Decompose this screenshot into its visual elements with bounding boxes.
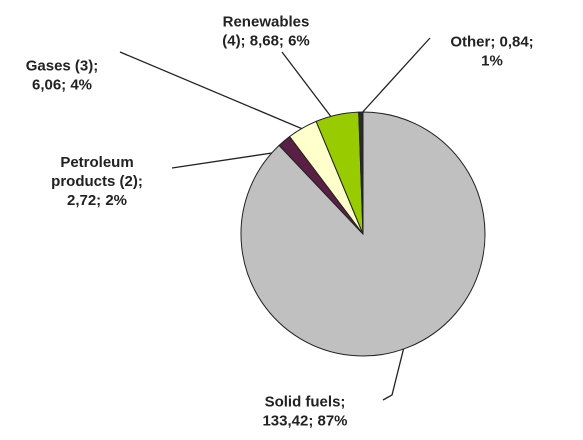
leader-line: [119, 51, 306, 131]
data-label: Renewables (4); 8,68; 6%: [222, 13, 310, 49]
data-label: Solid fuels; 133,42; 87%: [262, 393, 348, 429]
leader-line: [382, 342, 406, 401]
leader-line: [359, 37, 431, 116]
leader-line: [281, 51, 333, 119]
pie-slice: [358, 111, 364, 235]
data-label: Gases (3); 6,06; 4%: [25, 57, 99, 93]
data-label: Petroleum products (2); 2,72; 2%: [51, 153, 143, 209]
data-label: Other; 0,84; 1%: [450, 33, 534, 69]
